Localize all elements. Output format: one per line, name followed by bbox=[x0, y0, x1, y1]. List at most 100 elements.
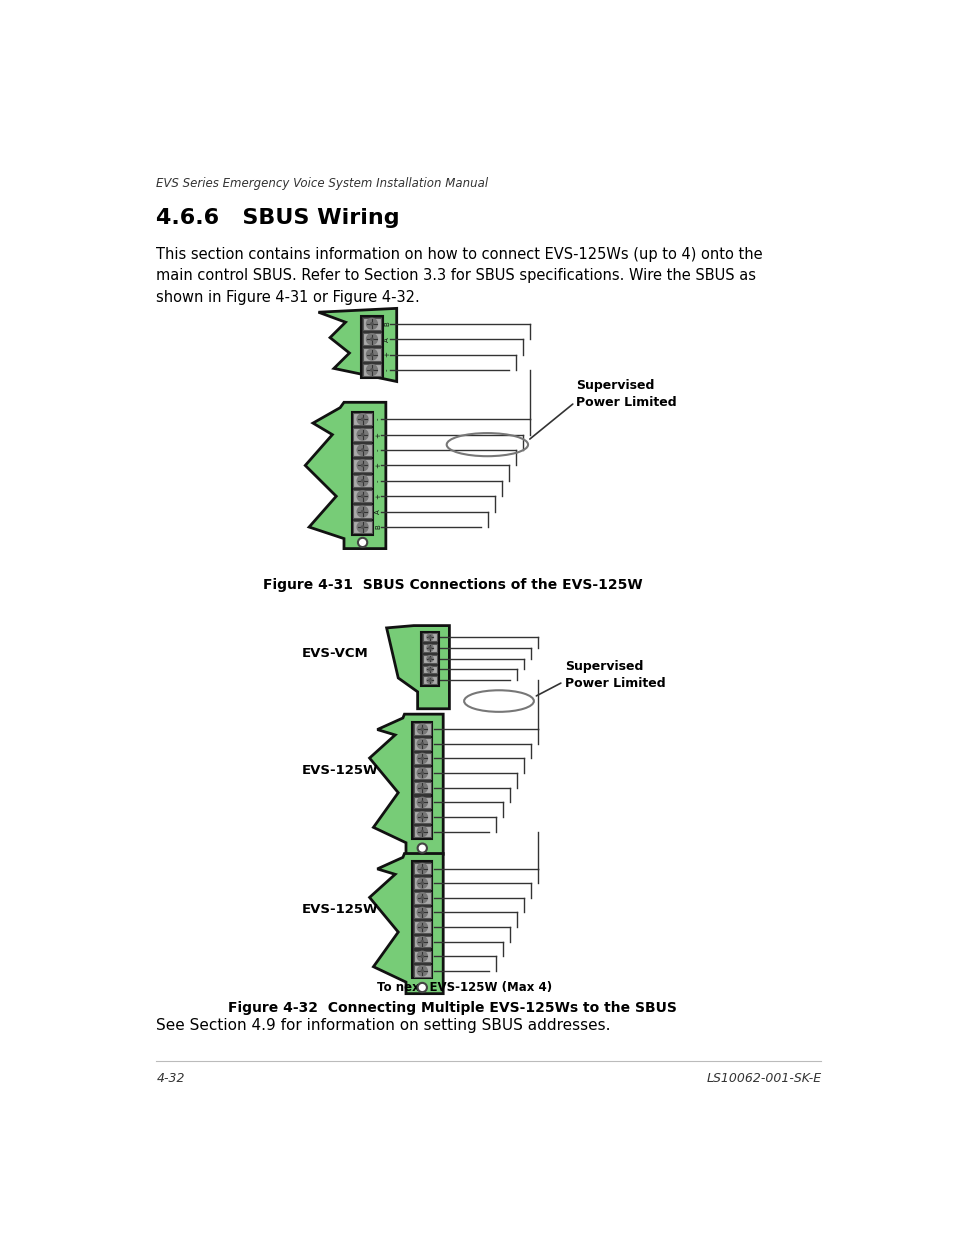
Text: A: A bbox=[375, 509, 380, 514]
Circle shape bbox=[420, 816, 423, 818]
Circle shape bbox=[420, 955, 423, 957]
Text: Figure 4-32  Connecting Multiple EVS-125Ws to the SBUS: Figure 4-32 Connecting Multiple EVS-125W… bbox=[228, 1002, 677, 1015]
Circle shape bbox=[427, 634, 433, 640]
Circle shape bbox=[420, 727, 423, 730]
Polygon shape bbox=[369, 714, 443, 855]
FancyBboxPatch shape bbox=[362, 364, 381, 377]
Polygon shape bbox=[386, 626, 449, 709]
FancyBboxPatch shape bbox=[414, 951, 431, 962]
FancyBboxPatch shape bbox=[414, 739, 431, 750]
Circle shape bbox=[416, 936, 427, 947]
FancyBboxPatch shape bbox=[414, 811, 431, 823]
Circle shape bbox=[420, 772, 423, 774]
Circle shape bbox=[361, 448, 363, 451]
Circle shape bbox=[416, 878, 427, 888]
Text: B: B bbox=[375, 525, 380, 530]
Circle shape bbox=[361, 464, 363, 467]
Circle shape bbox=[420, 911, 423, 914]
Circle shape bbox=[371, 353, 373, 356]
FancyBboxPatch shape bbox=[352, 411, 373, 535]
Circle shape bbox=[427, 645, 433, 651]
Text: -: - bbox=[375, 479, 380, 482]
Circle shape bbox=[416, 739, 427, 748]
FancyBboxPatch shape bbox=[353, 474, 372, 487]
FancyBboxPatch shape bbox=[360, 316, 382, 378]
Circle shape bbox=[416, 966, 427, 976]
FancyBboxPatch shape bbox=[353, 521, 372, 534]
Circle shape bbox=[371, 322, 373, 325]
FancyBboxPatch shape bbox=[353, 443, 372, 456]
Circle shape bbox=[416, 826, 427, 836]
Text: To next EVS-125W (Max 4): To next EVS-125W (Max 4) bbox=[376, 982, 551, 994]
Circle shape bbox=[356, 461, 368, 471]
Circle shape bbox=[416, 768, 427, 778]
Circle shape bbox=[420, 867, 423, 869]
Circle shape bbox=[361, 510, 363, 513]
Text: Supervised
Power Limited: Supervised Power Limited bbox=[576, 379, 677, 409]
Circle shape bbox=[420, 969, 423, 972]
FancyBboxPatch shape bbox=[414, 782, 431, 793]
Text: +: + bbox=[375, 432, 380, 437]
Circle shape bbox=[416, 753, 427, 763]
Text: Figure 4-31  SBUS Connections of the EVS-125W: Figure 4-31 SBUS Connections of the EVS-… bbox=[262, 578, 641, 592]
FancyBboxPatch shape bbox=[414, 752, 431, 764]
FancyBboxPatch shape bbox=[414, 936, 431, 947]
Circle shape bbox=[416, 811, 427, 823]
Text: +: + bbox=[384, 352, 390, 357]
FancyBboxPatch shape bbox=[362, 348, 381, 361]
Circle shape bbox=[420, 787, 423, 789]
Text: LS10062-001-SK-E: LS10062-001-SK-E bbox=[705, 1072, 821, 1086]
Circle shape bbox=[420, 882, 423, 884]
Circle shape bbox=[416, 893, 427, 903]
FancyBboxPatch shape bbox=[414, 877, 431, 889]
Circle shape bbox=[417, 844, 427, 852]
FancyBboxPatch shape bbox=[422, 634, 436, 641]
FancyBboxPatch shape bbox=[362, 317, 381, 330]
FancyBboxPatch shape bbox=[422, 666, 436, 673]
Circle shape bbox=[356, 506, 368, 517]
Circle shape bbox=[361, 419, 363, 420]
FancyBboxPatch shape bbox=[414, 826, 431, 837]
Text: 4.6.6   SBUS Wiring: 4.6.6 SBUS Wiring bbox=[156, 209, 399, 228]
Circle shape bbox=[356, 430, 368, 440]
FancyBboxPatch shape bbox=[414, 797, 431, 808]
FancyBboxPatch shape bbox=[422, 677, 436, 684]
FancyBboxPatch shape bbox=[421, 632, 438, 685]
Circle shape bbox=[429, 668, 431, 671]
Circle shape bbox=[417, 983, 427, 992]
Text: -: - bbox=[375, 417, 380, 420]
FancyBboxPatch shape bbox=[353, 505, 372, 517]
FancyBboxPatch shape bbox=[414, 906, 431, 918]
Circle shape bbox=[366, 364, 377, 375]
FancyBboxPatch shape bbox=[362, 333, 381, 346]
Circle shape bbox=[429, 647, 431, 650]
Polygon shape bbox=[305, 403, 385, 548]
Circle shape bbox=[420, 897, 423, 899]
Circle shape bbox=[366, 333, 377, 345]
FancyBboxPatch shape bbox=[412, 721, 432, 839]
Text: EVS-125W: EVS-125W bbox=[301, 764, 377, 777]
Text: +: + bbox=[375, 493, 380, 499]
Text: Supervised
Power Limited: Supervised Power Limited bbox=[564, 661, 665, 690]
Circle shape bbox=[416, 863, 427, 873]
Circle shape bbox=[416, 783, 427, 793]
FancyBboxPatch shape bbox=[353, 490, 372, 503]
Circle shape bbox=[420, 802, 423, 804]
Circle shape bbox=[420, 742, 423, 745]
Circle shape bbox=[429, 679, 431, 682]
FancyBboxPatch shape bbox=[414, 966, 431, 977]
Circle shape bbox=[429, 636, 431, 638]
FancyBboxPatch shape bbox=[414, 921, 431, 932]
Text: B: B bbox=[384, 321, 390, 326]
Circle shape bbox=[361, 433, 363, 436]
Text: -: - bbox=[384, 369, 390, 372]
Circle shape bbox=[361, 479, 363, 482]
FancyBboxPatch shape bbox=[422, 645, 436, 652]
Circle shape bbox=[420, 830, 423, 832]
Polygon shape bbox=[318, 309, 396, 382]
Text: 4-32: 4-32 bbox=[156, 1072, 185, 1086]
Circle shape bbox=[420, 926, 423, 929]
Circle shape bbox=[429, 657, 431, 659]
Text: EVS Series Emergency Voice System Installation Manual: EVS Series Emergency Voice System Instal… bbox=[156, 178, 488, 190]
FancyBboxPatch shape bbox=[414, 863, 431, 874]
